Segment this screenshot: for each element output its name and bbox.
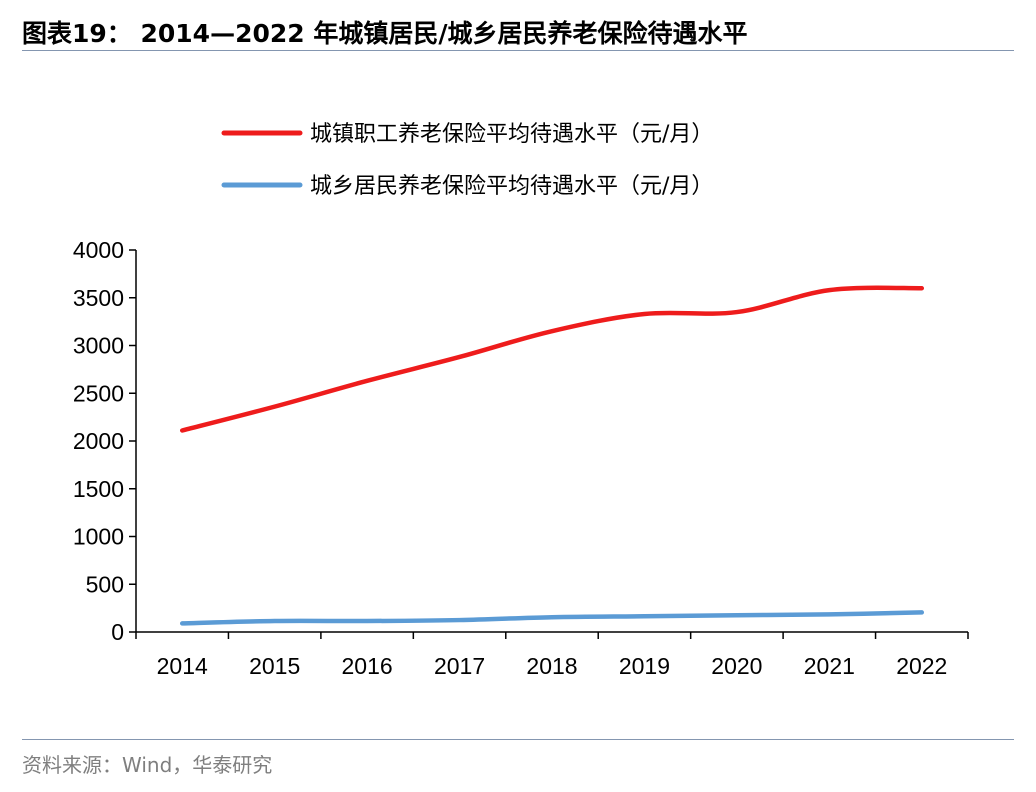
source-note: 资料来源：Wind，华泰研究: [22, 753, 273, 777]
x-tick-label: 2018: [526, 653, 577, 679]
legend-label-2: 城乡居民养老保险平均待遇水平（元/月）: [310, 174, 713, 199]
x-tick-label: 2019: [619, 653, 670, 679]
chart-legend: 城镇职工养老保险平均待遇水平（元/月） 城乡居民养老保险平均待遇水平（元/月）: [221, 122, 713, 199]
y-tick-label: 2500: [73, 380, 124, 406]
x-tick-label: 2014: [157, 653, 208, 679]
x-tick-label: 2017: [434, 653, 485, 679]
y-tick-label: 500: [86, 571, 124, 597]
y-tick-label: 4000: [73, 237, 124, 263]
x-tick-label: 2016: [342, 653, 393, 679]
chart-axes: 0 500 1000 1500 2000 2500 3000 3500 4000 2014 2015…: [73, 237, 969, 679]
y-tick-label: 1000: [73, 524, 124, 550]
series-line-2: [179, 610, 925, 626]
source-divider: [22, 739, 1014, 740]
x-tick-label: 2021: [804, 653, 855, 679]
y-tick-label: 2000: [73, 428, 124, 454]
y-tick-label: 0: [111, 619, 124, 645]
title-divider: [22, 50, 1014, 51]
x-tick-label: 2020: [711, 653, 762, 679]
y-tick-label: 3500: [73, 285, 124, 311]
x-tick-label: 2015: [249, 653, 300, 679]
y-tick-label: 1500: [73, 476, 124, 502]
series-line-1: [179, 285, 925, 433]
chart-series: [179, 285, 925, 626]
x-tick-label: 2022: [896, 653, 947, 679]
y-tick-label: 3000: [73, 333, 124, 359]
legend-label-1: 城镇职工养老保险平均待遇水平（元/月）: [310, 122, 713, 147]
figure-title: 图表19： 2014—2022 年城镇居民/城乡居民养老保险待遇水平: [22, 19, 748, 48]
